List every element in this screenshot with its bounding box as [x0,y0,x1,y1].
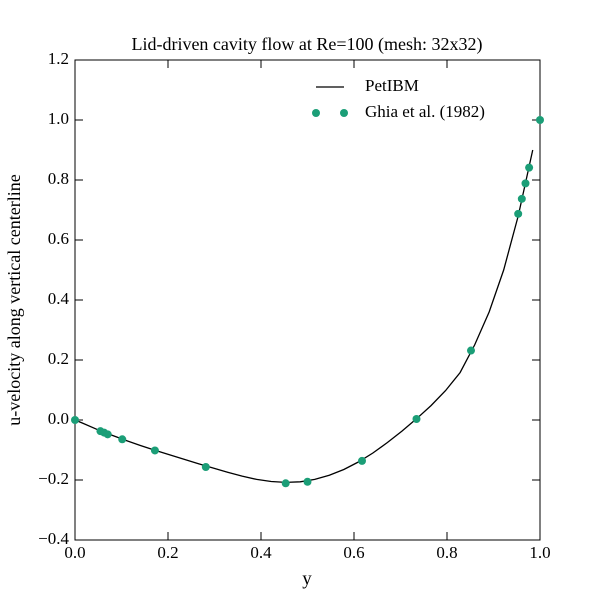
y-tick-label: 0.6 [48,229,69,248]
legend-swatch [312,109,320,117]
y-axis-label: u-velocity along vertical centerline [4,174,24,425]
y-tick-label: 1.2 [48,49,69,68]
legend-label: Ghia et al. (1982) [365,102,485,121]
x-axis-label: y [302,568,312,589]
chart-title: Lid-driven cavity flow at Re=100 (mesh: … [131,34,482,55]
data-point [525,163,534,172]
y-tick-label: 0.2 [48,349,69,368]
data-line [74,149,534,484]
data-point [466,346,475,355]
x-tick-label: 0.0 [64,543,85,562]
data-point [521,179,530,188]
data-point [71,416,79,424]
y-tick-label: 1.0 [48,109,69,128]
x-tick-label: 0.6 [343,543,364,562]
legend-label: PetIBM [365,76,419,95]
data-point [118,435,127,444]
data-point [303,477,312,486]
legend-swatch [340,109,348,117]
y-tick-label: −0.4 [38,529,69,548]
data-point [281,479,290,488]
data-point [357,456,366,465]
data-point [517,194,526,203]
data-point [201,462,210,471]
y-tick-label: −0.2 [38,469,69,488]
data-point [412,415,421,424]
x-tick-label: 1.0 [529,543,550,562]
x-tick-label: 0.4 [250,543,272,562]
x-tick-label: 0.2 [157,543,178,562]
data-point [150,446,159,455]
y-tick-label: 0.4 [48,289,70,308]
data-point [103,430,112,439]
y-tick-label: 0.0 [48,409,69,428]
x-tick-label: 0.8 [436,543,457,562]
data-point [536,116,544,124]
y-tick-label: 0.8 [48,169,69,188]
data-point [514,209,523,218]
